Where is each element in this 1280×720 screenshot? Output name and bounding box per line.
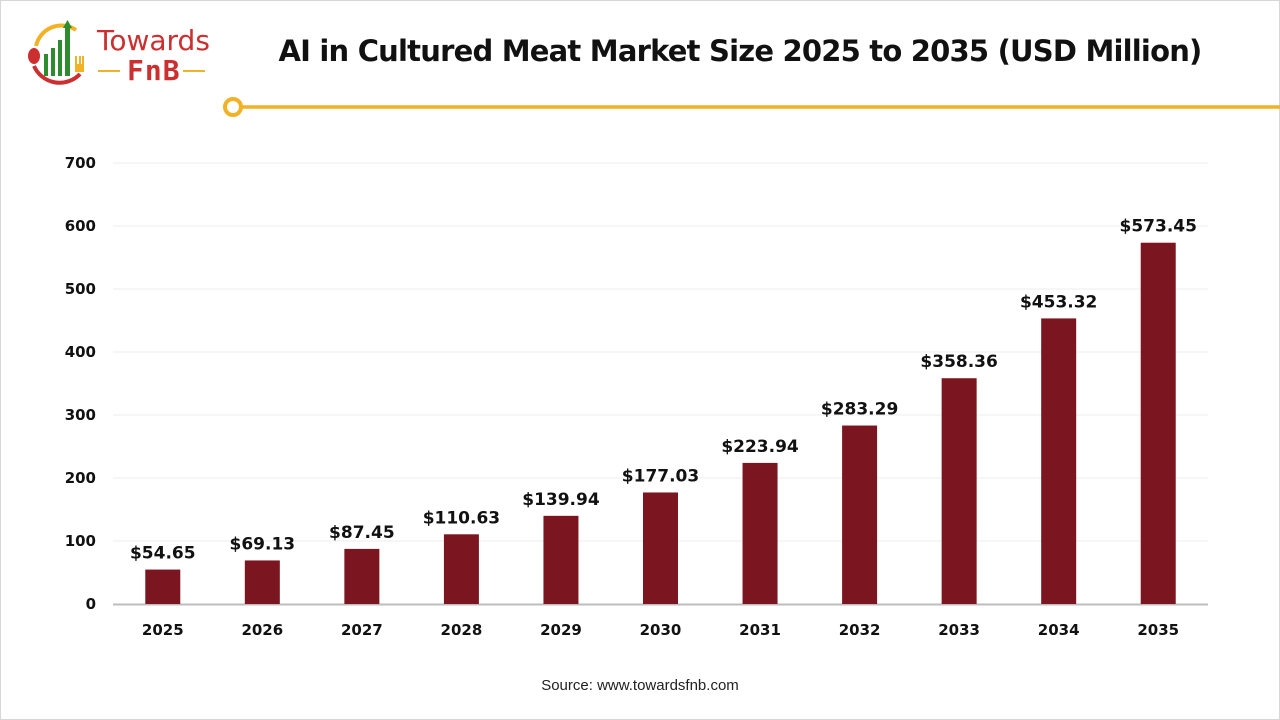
bar (543, 515, 579, 604)
y-tick-label: 700 (65, 154, 96, 172)
x-tick-label: 2032 (839, 621, 881, 639)
data-label: $453.32 (1020, 292, 1097, 312)
chart-title: AI in Cultured Meat Market Size 2025 to … (278, 34, 1202, 68)
bar (1041, 318, 1077, 604)
brand-rule-left (98, 70, 120, 72)
title-underline (223, 97, 1280, 117)
source-note: Source: www.towardsfnb.com (541, 677, 739, 694)
data-label: $54.65 (130, 544, 196, 564)
x-tick-label: 2029 (540, 621, 582, 639)
brand-sub: FnB (127, 54, 181, 87)
data-label: $87.45 (329, 523, 395, 543)
y-tick-label: 300 (65, 406, 96, 424)
bar (344, 548, 380, 604)
x-tick-label: 2031 (739, 621, 781, 639)
bar (244, 560, 280, 604)
data-label: $139.94 (522, 490, 600, 510)
y-tick-label: 600 (65, 217, 96, 235)
data-label: $177.03 (622, 466, 699, 486)
x-tick-label: 2030 (640, 621, 682, 639)
x-tick-label: 2035 (1137, 621, 1179, 639)
data-label: $573.45 (1120, 217, 1197, 237)
data-label: $69.13 (230, 534, 296, 554)
data-label: $223.94 (721, 437, 799, 457)
bar (145, 569, 181, 604)
bar (1140, 242, 1176, 604)
bar (842, 425, 878, 604)
x-tick-label: 2033 (938, 621, 980, 639)
bar (643, 492, 678, 604)
x-tick-label: 2028 (441, 621, 483, 639)
bar (742, 462, 778, 604)
data-label: $110.63 (423, 508, 500, 528)
brand-name: Towards (97, 24, 210, 57)
data-label: $358.36 (920, 352, 997, 372)
x-tick-label: 2025 (142, 621, 184, 639)
bar (443, 534, 479, 604)
y-tick-label: 400 (65, 343, 96, 361)
y-tick-label: 100 (65, 532, 96, 550)
y-tick-label: 200 (65, 469, 96, 487)
logo-mark (28, 20, 84, 85)
x-tick-label: 2027 (341, 621, 383, 639)
data-label: $283.29 (821, 400, 898, 420)
y-tick-label: 500 (65, 280, 96, 298)
x-tick-label: 2026 (241, 621, 283, 639)
x-tick-label: 2034 (1038, 621, 1080, 639)
bar (941, 378, 977, 604)
brand-rule-right (183, 70, 205, 72)
y-tick-label: 0 (86, 595, 96, 613)
